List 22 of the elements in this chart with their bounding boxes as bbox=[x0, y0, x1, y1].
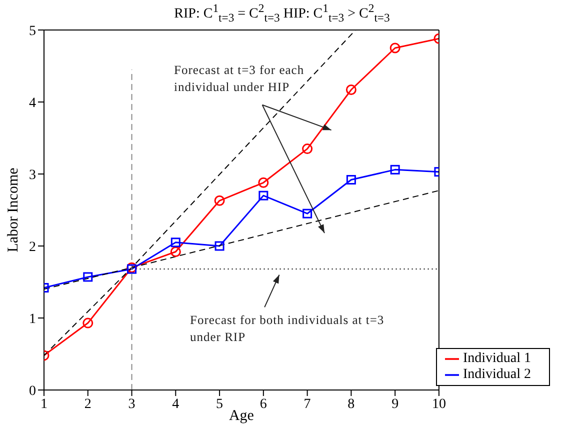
y-tick-label: 3 bbox=[29, 168, 36, 183]
y-tick-label: 4 bbox=[29, 96, 36, 111]
y-tick-label: 5 bbox=[29, 24, 36, 39]
y-axis-title: Labor Income bbox=[5, 167, 22, 252]
x-tick-label: 7 bbox=[304, 396, 311, 412]
y-tick-label: 1 bbox=[29, 312, 36, 327]
y-tick-label: 0 bbox=[29, 384, 36, 399]
x-tick-label: 2 bbox=[84, 396, 92, 412]
x-tick-label: 10 bbox=[432, 396, 446, 412]
x-axis-title: Age bbox=[228, 408, 254, 424]
y-tick-label: 2 bbox=[29, 240, 36, 255]
x-tick-label: 4 bbox=[172, 396, 180, 412]
legend-label: Individual 1 bbox=[462, 351, 531, 366]
x-tick-label: 8 bbox=[348, 396, 355, 412]
x-tick-label: 1 bbox=[40, 396, 48, 412]
legend-label: Individual 2 bbox=[462, 367, 531, 382]
x-tick-label: 3 bbox=[128, 396, 136, 412]
x-tick-label: 9 bbox=[392, 396, 399, 412]
annotation: Forecast for both individuals at t=3 under RIP bbox=[190, 312, 386, 346]
annotation: Forecast at t=3 for each individual under HIP bbox=[174, 62, 306, 96]
x-tick-label: 6 bbox=[260, 396, 267, 412]
x-tick-label: 5 bbox=[216, 396, 224, 412]
